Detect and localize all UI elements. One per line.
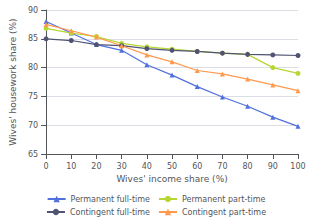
- svg-text:Permanent part-time: Permanent part-time: [182, 195, 265, 204]
- svg-text:65: 65: [28, 150, 38, 159]
- svg-text:Wives' income share (%): Wives' income share (%): [116, 174, 227, 184]
- svg-text:50: 50: [167, 162, 177, 171]
- svg-text:100: 100: [290, 162, 305, 171]
- svg-text:Contingent full-time: Contingent full-time: [70, 208, 150, 217]
- svg-text:75: 75: [28, 92, 38, 101]
- svg-text:90: 90: [268, 162, 278, 171]
- svg-text:Contingent part-time: Contingent part-time: [182, 208, 266, 217]
- svg-text:20: 20: [91, 162, 101, 171]
- svg-text:Permanent full-time: Permanent full-time: [71, 195, 150, 204]
- svg-text:70: 70: [217, 162, 227, 171]
- svg-text:30: 30: [117, 162, 127, 171]
- svg-text:60: 60: [192, 162, 202, 171]
- svg-text:80: 80: [243, 162, 253, 171]
- svg-text:40: 40: [142, 162, 152, 171]
- svg-text:Wives' housework share (%): Wives' housework share (%): [8, 18, 18, 145]
- svg-text:85: 85: [28, 34, 38, 43]
- svg-text:0: 0: [44, 162, 49, 171]
- svg-text:10: 10: [66, 162, 76, 171]
- svg-text:80: 80: [28, 63, 38, 72]
- svg-text:70: 70: [28, 121, 38, 130]
- svg-text:90: 90: [28, 6, 38, 15]
